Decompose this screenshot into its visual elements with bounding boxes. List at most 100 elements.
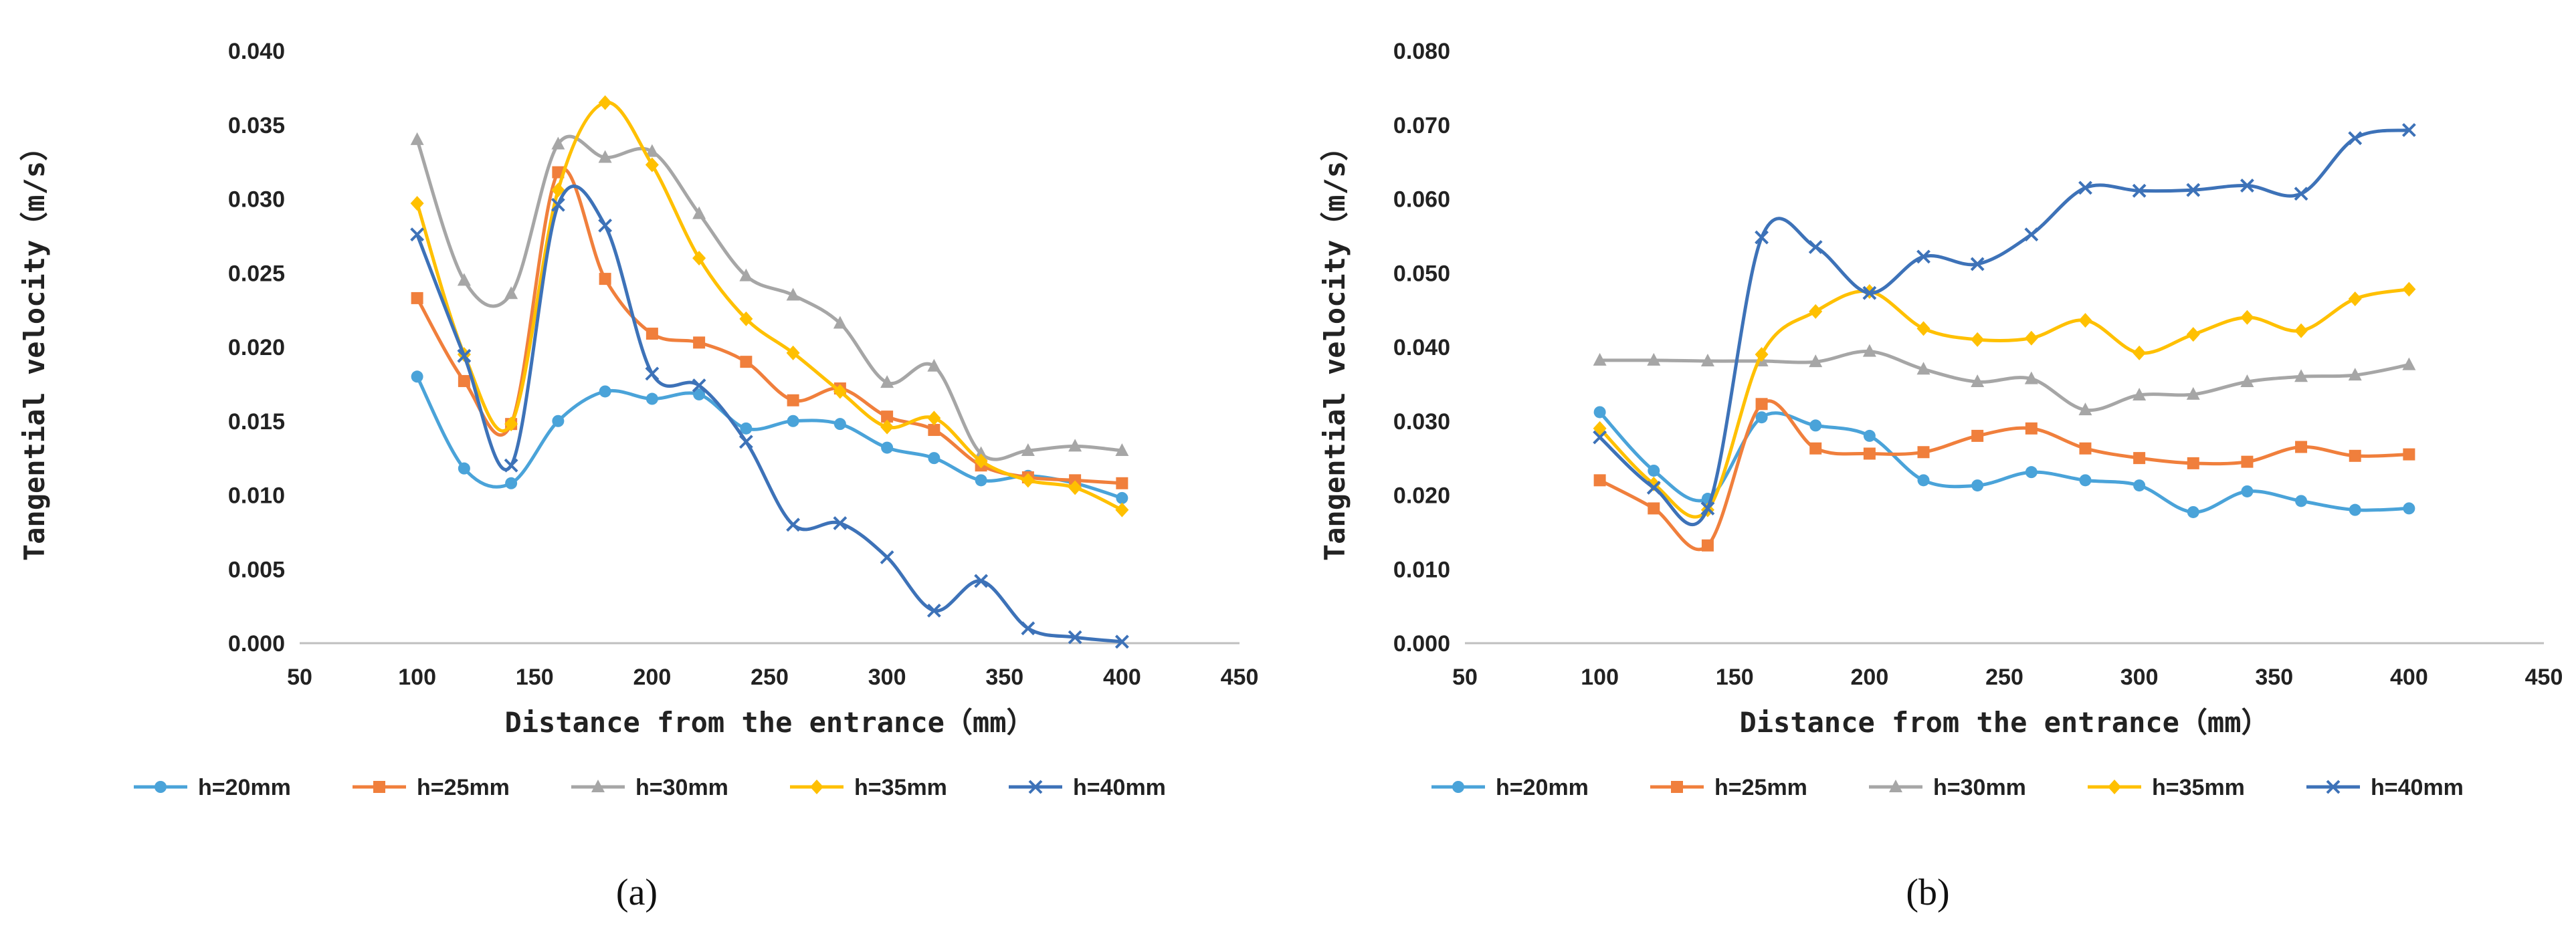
data-point-h40-b (1646, 481, 1661, 495)
data-point-h40-a (598, 218, 613, 233)
data-point-h35-b (2402, 281, 2416, 297)
data-point-h20-b (1593, 406, 1606, 419)
data-point-h40-a (551, 197, 565, 212)
data-point-h40-b-stroke-2 (2078, 181, 2092, 195)
data-point-h40-a (786, 517, 801, 532)
data-point-h40-a-stroke-2 (1021, 621, 1035, 636)
data-point-h40-a (457, 348, 472, 363)
data-point-h30-a (786, 287, 800, 301)
x-tick-label-b: 400 (2390, 665, 2428, 690)
data-point-h40-b-stroke-2 (2348, 131, 2363, 146)
data-point-h20-a (458, 462, 470, 475)
data-point-h25-b (2295, 441, 2308, 453)
data-point-h30-b (2402, 357, 2416, 370)
data-point-h25-b (1809, 442, 1822, 455)
data-point-h35-b (1647, 476, 1661, 491)
panel-label-a: (a) (616, 872, 658, 913)
data-point-h40-b-stroke-2 (1646, 481, 1661, 495)
data-point-h30-b (1916, 362, 1930, 375)
data-point-h40-a-stroke-2 (926, 603, 941, 618)
series-h30-a (410, 132, 1129, 461)
data-point-h40-a-stroke-2 (692, 378, 706, 393)
x-tick-label-a: 400 (1103, 665, 1141, 690)
data-point-h40-a-stroke-2 (786, 517, 801, 532)
y-tick-label-b: 0.050 (1393, 261, 1450, 286)
legend-label-h25-b: h=25mm (1714, 775, 1807, 800)
data-point-h30-a (504, 286, 518, 300)
data-point-h25-a (1069, 474, 1082, 487)
y-tick-label-a: 0.000 (228, 631, 285, 657)
y-tick-label-a: 0.015 (228, 409, 285, 435)
legend-item-h35-a: h=35mm (790, 775, 947, 800)
data-point-h30-a (833, 316, 847, 329)
data-point-h20-a (693, 388, 706, 400)
legend-marker-h20-a (155, 781, 167, 793)
data-point-h35-a (927, 411, 941, 426)
data-point-h35-b (1755, 347, 1769, 362)
data-point-h40-b-stroke-2 (1916, 249, 1930, 264)
data-point-h40-a (880, 550, 894, 564)
x-tick-label-a: 350 (985, 665, 1023, 690)
data-point-h30-b (1593, 352, 1607, 366)
data-point-h30-a (692, 206, 706, 219)
data-point-h20-a (411, 370, 423, 383)
data-point-h25-b (1593, 474, 1606, 487)
data-point-h35-a (833, 384, 847, 399)
data-point-h25-a (928, 424, 940, 437)
data-point-h35-b (2186, 327, 2200, 342)
legend-marker-h40-b-stroke-2 (2326, 780, 2341, 794)
legend-label-h40-a: h=40mm (1073, 775, 1166, 800)
data-point-h40-b (1808, 240, 1823, 254)
series-line-h30-b (1598, 350, 2411, 413)
y-tick-label-a: 0.005 (228, 557, 285, 582)
data-point-h40-b (2186, 183, 2201, 197)
data-point-h20-b (2187, 505, 2199, 518)
data-point-h20-b (2133, 479, 2146, 492)
x-tick-label-a: 150 (516, 665, 554, 690)
legend-item-h25-a: h=25mm (353, 775, 510, 800)
x-tick-label-b: 300 (2120, 665, 2159, 690)
series-h30-b (1593, 344, 2416, 416)
y-tick-label-b: 0.040 (1393, 335, 1450, 360)
data-point-h30-b (1971, 374, 1985, 388)
x-tick-label-a: 100 (398, 665, 436, 690)
legend-marker-h30-a (591, 780, 605, 792)
x-tick-label-a: 450 (1221, 665, 1259, 690)
data-point-h40-a (410, 227, 425, 242)
y-tick-label-b: 0.000 (1393, 631, 1450, 657)
legend-label-h20-b: h=20mm (1496, 775, 1589, 800)
series-h20-b (1593, 406, 2415, 518)
data-point-h40-b (2132, 183, 2147, 198)
data-point-h30-a (645, 144, 659, 157)
legend-item-h35-b: h=35mm (2088, 775, 2245, 800)
data-point-h40-b (2078, 181, 2092, 195)
data-point-h20-b (2025, 466, 2038, 479)
data-point-h40-b-stroke-2 (2024, 227, 2039, 242)
data-point-h25-b (2187, 457, 2199, 469)
series-h40-b (1593, 123, 2416, 527)
data-point-h40-b-stroke-2 (1862, 285, 1877, 300)
panel-label-b: (b) (1906, 872, 1949, 913)
data-point-h40-a (645, 366, 660, 381)
data-point-h20-b (2241, 485, 2254, 497)
data-point-h20-b (1648, 464, 1660, 477)
data-point-h35-b (1916, 321, 1930, 336)
data-point-h25-b (1648, 502, 1660, 515)
x-tick-label-b: 450 (2525, 665, 2563, 690)
data-point-h40-b (1593, 430, 1607, 445)
data-point-h40-a (1114, 634, 1129, 649)
x-axis-title-b: Distance from the entrance（mm） (1739, 706, 2269, 739)
data-point-h40-b-stroke-2 (1808, 240, 1823, 254)
data-point-h40-b (2024, 227, 2039, 242)
data-point-h20-a (552, 415, 565, 427)
data-point-h30-b (2133, 387, 2147, 400)
y-tick-label-b: 0.080 (1393, 39, 1450, 64)
legend-item-h20-a: h=20mm (134, 775, 291, 800)
data-point-h40-a (974, 574, 989, 588)
legend-item-h25-b: h=25mm (1650, 775, 1807, 800)
data-point-h40-b-stroke-2 (1970, 257, 1985, 271)
data-point-h25-a (411, 292, 423, 304)
data-point-h40-b (2348, 131, 2363, 146)
legend-marker-h35-a (810, 780, 823, 794)
